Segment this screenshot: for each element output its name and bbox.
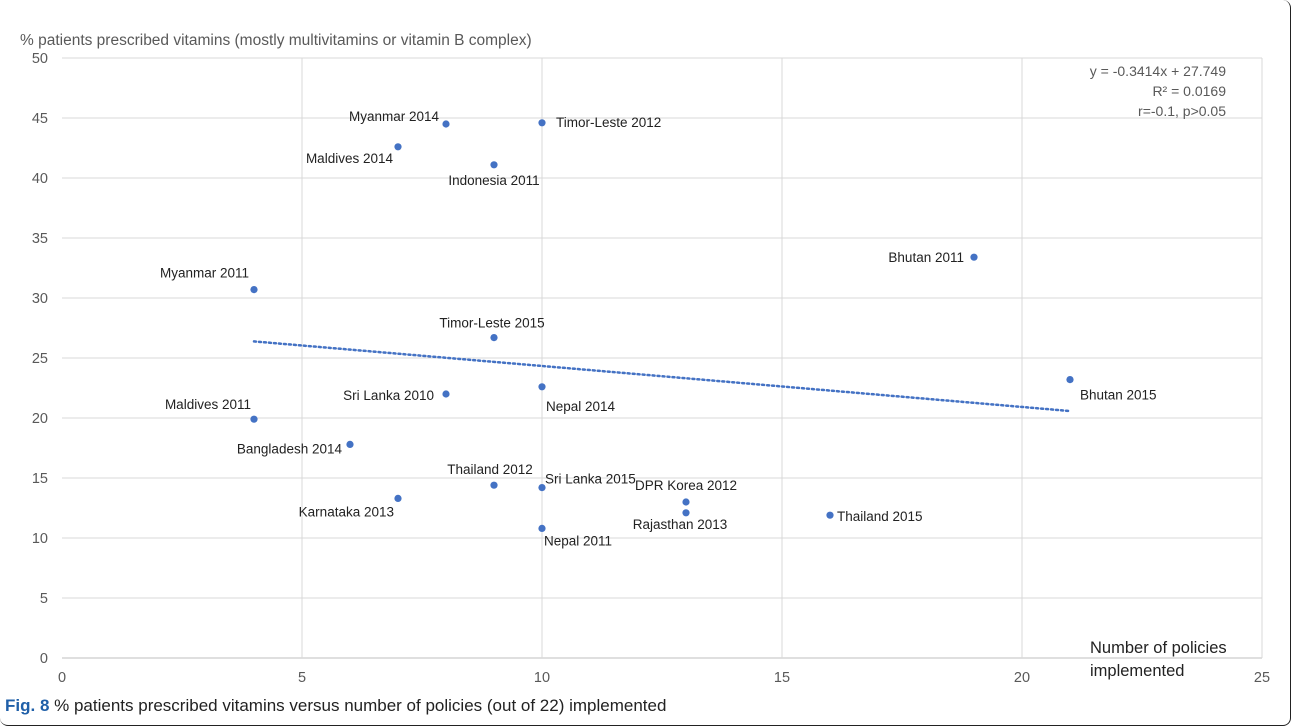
data-point — [538, 484, 546, 492]
y-tick-label: 35 — [32, 231, 48, 247]
data-point — [346, 440, 354, 448]
x-axis-title-line2: implemented — [1090, 662, 1184, 680]
x-tick-label: 0 — [58, 670, 66, 686]
x-tick-label: 15 — [774, 670, 790, 686]
figure-caption: Fig. 8 % patients prescribed vitamins ve… — [5, 696, 666, 716]
y-tick-label: 40 — [32, 171, 48, 187]
y-tick-label: 10 — [32, 531, 48, 547]
y-tick-label: 20 — [32, 411, 48, 427]
data-label: Nepal 2014 — [546, 399, 616, 414]
y-tick-label: 50 — [32, 51, 48, 67]
regression-annotation: y = -0.3414x + 27.749 R² = 0.0169 r=-0.1, … — [1090, 63, 1226, 119]
data-point — [394, 494, 402, 502]
caption-label: Fig. 8 — [5, 696, 50, 715]
data-label: DPR Korea 2012 — [635, 478, 737, 493]
y-tick-label: 0 — [40, 651, 48, 667]
data-label: Thailand 2012 — [447, 462, 533, 477]
y-axis-title: % patients prescribed vitamins (mostly m… — [20, 32, 532, 49]
data-label: Maldives 2011 — [165, 397, 251, 412]
data-points — [250, 119, 1074, 533]
data-point — [682, 509, 690, 517]
data-label: Myanmar 2014 — [349, 109, 440, 124]
x-axis-title-line1: Number of policies — [1090, 639, 1227, 657]
y-tick-label: 15 — [32, 471, 48, 487]
data-label: Sri Lanka 2015 — [545, 472, 636, 487]
data-point — [1066, 376, 1074, 384]
data-label: Thailand 2015 — [837, 509, 923, 524]
annotation-line: y = -0.3414x + 27.749 — [1090, 63, 1226, 79]
data-label: Bhutan 2015 — [1080, 388, 1157, 403]
data-point — [538, 524, 546, 533]
x-tick-label: 25 — [1254, 670, 1270, 686]
y-tick-label: 25 — [32, 351, 48, 367]
data-point — [490, 481, 498, 489]
data-point — [970, 253, 978, 261]
data-point — [826, 511, 834, 519]
data-point — [682, 498, 690, 506]
y-tick-label: 45 — [32, 111, 48, 127]
caption-text: % patients prescribed vitamins versus nu… — [49, 696, 667, 715]
data-label: Rajasthan 2013 — [633, 517, 728, 532]
data-label: Myanmar 2011 — [160, 266, 249, 281]
point-labels: Myanmar 2014 Timor-Leste 2012 Maldives 201… — [160, 109, 1157, 548]
data-label: Indonesia 2011 — [448, 173, 539, 188]
trendline — [252, 340, 1072, 413]
data-point — [250, 415, 258, 423]
data-label: Karnataka 2013 — [299, 504, 394, 519]
data-point — [538, 383, 546, 391]
data-label: Bangladesh 2014 — [237, 441, 343, 456]
data-point — [490, 161, 498, 169]
data-point — [442, 390, 450, 398]
data-label: Timor-Leste 2012 — [556, 115, 661, 130]
x-tick-label: 5 — [298, 670, 306, 686]
data-label: Bhutan 2011 — [888, 250, 964, 265]
annotation-line: R² = 0.0169 — [1152, 83, 1226, 99]
x-tick-label: 20 — [1014, 670, 1030, 686]
data-point — [394, 143, 402, 151]
y-tick-label: 30 — [32, 291, 48, 307]
data-label: Nepal 2011 — [544, 533, 612, 548]
y-tick-label: 5 — [40, 591, 48, 607]
annotation-line: r=-0.1, p>0.05 — [1138, 103, 1226, 119]
grid — [62, 57, 1263, 659]
x-tick-label: 10 — [534, 670, 550, 686]
data-label: Sri Lanka 2010 — [343, 388, 434, 403]
data-point — [538, 119, 546, 127]
data-point — [442, 120, 450, 128]
data-label: Timor-Leste 2015 — [439, 316, 544, 331]
data-label: Maldives 2014 — [306, 151, 394, 166]
data-point — [250, 286, 258, 294]
axis-ticks: 0 5 10 15 20 25 30 35 40 45 50 0 5 10 15 20 25 — [32, 51, 1270, 686]
trendline-path — [252, 340, 1072, 413]
data-point — [490, 334, 498, 342]
scatter-chart: 0 5 10 15 20 25 30 35 40 45 50 0 5 10 15 20 25 % patient… — [20, 32, 1270, 686]
